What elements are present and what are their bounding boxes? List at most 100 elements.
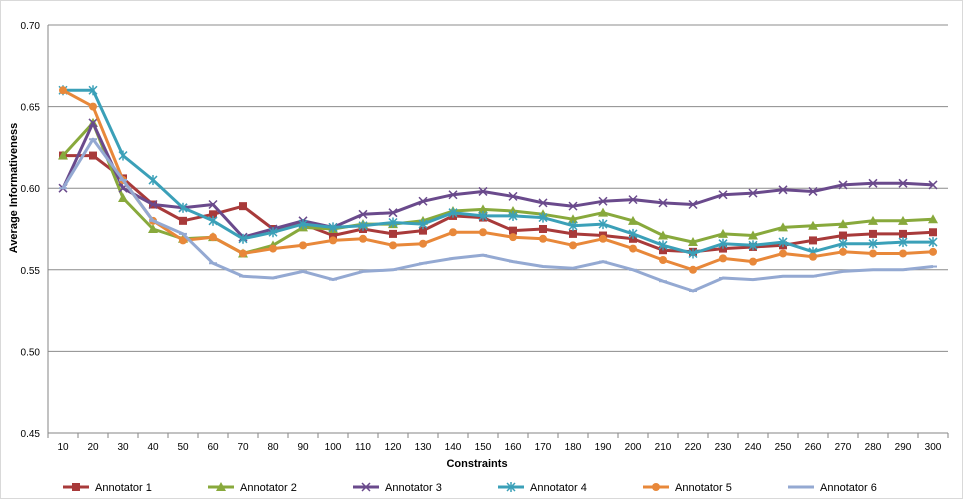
data-point xyxy=(89,151,97,160)
data-point xyxy=(569,229,577,238)
data-point xyxy=(808,186,818,196)
legend-item: Annotator 1 xyxy=(63,482,152,494)
data-point xyxy=(868,215,878,225)
data-point xyxy=(179,216,187,225)
data-point xyxy=(899,249,907,258)
data-point xyxy=(629,244,637,253)
legend-marker xyxy=(361,482,371,492)
series-line xyxy=(63,88,933,255)
data-point xyxy=(539,225,547,233)
data-point xyxy=(239,249,247,258)
data-point xyxy=(389,229,397,238)
data-point xyxy=(178,202,188,213)
x-tick-label: 160 xyxy=(505,442,522,453)
series-4 xyxy=(58,85,938,259)
data-point xyxy=(748,240,758,251)
data-point xyxy=(299,241,307,250)
data-point xyxy=(658,198,668,208)
data-point xyxy=(628,195,638,205)
data-point xyxy=(688,248,698,259)
data-point xyxy=(478,210,488,221)
data-point xyxy=(778,222,788,232)
data-point xyxy=(628,228,638,239)
data-point xyxy=(418,219,428,230)
data-point xyxy=(268,227,278,238)
data-point xyxy=(598,207,608,217)
data-point xyxy=(689,265,697,274)
legend-label: Annotator 3 xyxy=(385,482,442,494)
x-tick-label: 90 xyxy=(297,442,309,453)
y-tick-label: 0.55 xyxy=(21,266,41,277)
legend-item: Annotator 3 xyxy=(353,482,442,494)
data-point xyxy=(898,237,908,248)
data-point xyxy=(539,234,547,243)
data-point xyxy=(538,212,548,223)
x-tick-label: 170 xyxy=(535,442,552,453)
y-tick-label: 0.50 xyxy=(21,347,41,358)
data-point xyxy=(89,102,97,111)
data-point xyxy=(748,188,758,198)
data-point xyxy=(209,233,217,242)
y-tick-label: 0.45 xyxy=(21,429,41,440)
data-point xyxy=(869,249,877,258)
data-point xyxy=(899,229,907,238)
legend-item: Annotator 4 xyxy=(498,482,587,494)
data-point xyxy=(358,220,368,231)
data-point xyxy=(179,236,187,245)
legend-marker xyxy=(216,482,226,491)
x-axis-label: Constraints xyxy=(446,458,507,470)
series-6 xyxy=(59,137,937,293)
data-point xyxy=(88,85,98,96)
data-point xyxy=(718,228,728,238)
data-point xyxy=(838,238,848,249)
legend-label: Annotator 1 xyxy=(95,482,152,494)
data-point xyxy=(59,86,67,95)
data-point xyxy=(538,198,548,208)
data-point xyxy=(568,201,578,211)
data-point xyxy=(508,191,518,201)
data-point xyxy=(659,256,667,265)
x-tick-label: 190 xyxy=(595,442,612,453)
data-point xyxy=(328,222,338,233)
data-point xyxy=(749,257,757,266)
x-tick-label: 50 xyxy=(177,442,189,453)
data-point xyxy=(419,239,427,248)
x-tick-label: 270 xyxy=(835,442,852,453)
legend-label: Annotator 6 xyxy=(820,482,877,494)
data-point xyxy=(839,231,847,240)
series-3 xyxy=(58,118,938,242)
data-point xyxy=(208,215,218,226)
legend-item: Annotator 2 xyxy=(208,482,297,494)
data-point xyxy=(928,214,938,224)
data-point xyxy=(329,231,337,240)
y-tick-label: 0.60 xyxy=(21,184,41,195)
x-tick-label: 230 xyxy=(715,442,732,453)
y-tick-label: 0.70 xyxy=(21,21,41,32)
series-line xyxy=(62,88,934,272)
axes xyxy=(47,25,949,438)
data-point xyxy=(388,217,398,228)
data-point xyxy=(839,247,847,256)
x-tick-label: 120 xyxy=(385,442,402,453)
data-point xyxy=(869,229,877,238)
x-tick-label: 130 xyxy=(415,442,432,453)
series-lines xyxy=(58,85,938,293)
data-point xyxy=(838,219,848,229)
legend-label: Annotator 2 xyxy=(240,482,297,494)
data-point xyxy=(718,238,728,249)
data-point xyxy=(509,233,517,242)
data-point xyxy=(838,180,848,190)
data-point xyxy=(418,196,428,206)
data-point xyxy=(448,190,458,200)
data-point xyxy=(658,230,668,240)
data-point xyxy=(719,254,727,263)
x-tick-label: 20 xyxy=(87,442,99,453)
x-tick-label: 290 xyxy=(895,442,912,453)
data-point xyxy=(868,238,878,249)
x-tick-label: 250 xyxy=(775,442,792,453)
legend-marker xyxy=(652,483,660,491)
data-point xyxy=(808,220,818,230)
x-tick-label: 60 xyxy=(207,442,219,453)
data-point xyxy=(118,150,128,161)
